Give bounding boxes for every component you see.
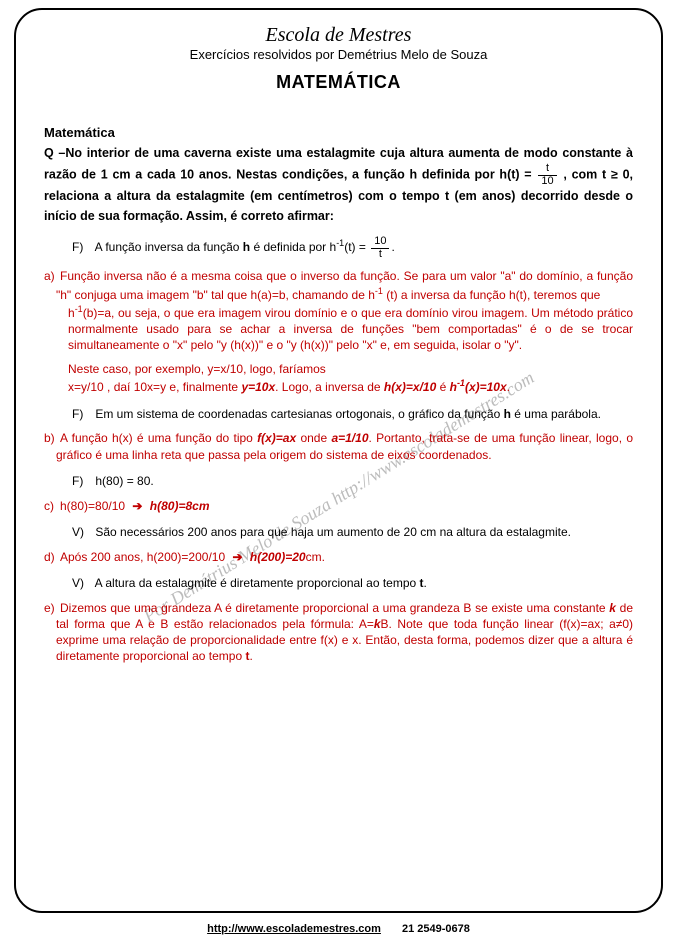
answer-text: A função h(x) é uma função do tipo — [60, 431, 257, 445]
answer-c: c)h(80)=80/10 ➔ h(80)=8cm — [44, 498, 633, 514]
answer-text: . Logo, a inversa de — [275, 380, 384, 394]
option-label: V) — [72, 575, 92, 592]
option-f-inverse: F) A função inversa da função h é defini… — [72, 236, 633, 260]
opt-text: Em um sistema de coordenadas cartesianas… — [95, 407, 503, 421]
answer-block: Neste caso, por exemplo, y=x/10, logo, f… — [68, 361, 633, 377]
opt-bold: h — [504, 407, 511, 421]
page-title: MATEMÁTICA — [44, 72, 633, 93]
option-f-parabola: F) Em um sistema de coordenadas cartesia… — [72, 406, 633, 423]
opt-text: é definida por h — [250, 240, 336, 254]
option-label: F) — [72, 473, 92, 490]
answer-text: Neste caso, por exemplo, y=x/10, logo, f… — [68, 362, 326, 376]
answer-emph: y=10x — [241, 380, 275, 394]
answer-text: (t) a inversa da função h(t), teremos qu… — [383, 288, 600, 302]
answer-emph: a=1/10 — [331, 431, 368, 445]
frac-num: 10 — [371, 236, 389, 249]
answer-text: é — [436, 380, 449, 394]
header-subtitle: Exercícios resolvidos por Demétrius Melo… — [44, 47, 633, 62]
answer-text: . — [507, 380, 510, 394]
frac-den: t — [371, 249, 389, 261]
option-label: V) — [72, 524, 92, 541]
answer-b: b)A função h(x) é uma função do tipo f(x… — [44, 430, 633, 462]
answer-text: cm. — [306, 550, 325, 564]
opt-text: é uma parábola. — [511, 407, 601, 421]
opt-frac: 10t — [371, 236, 389, 260]
answer-text: (b)=a, ou seja, o que era imagem virou d… — [68, 306, 633, 352]
answer-label: c) — [44, 498, 60, 514]
answer-emph: h(x)=x/10 — [384, 380, 436, 394]
opt-text: (t) = — [344, 240, 369, 254]
opt-text: São necessários 200 anos para que haja u… — [95, 525, 571, 539]
answer-label: e) — [44, 600, 60, 616]
stem-fraction: t10 — [538, 163, 556, 187]
answer-emph-part: h — [450, 380, 457, 394]
option-v-200anos: V) São necessários 200 anos para que haj… — [72, 524, 633, 541]
answer-emph: k — [374, 617, 381, 631]
answer-text: Após 200 anos, h(200)=200/10 — [60, 550, 228, 564]
page-footer: http://www.escolademestres.com 21 2549-0… — [0, 923, 677, 935]
answer-label: b) — [44, 430, 60, 446]
opt-text: . — [424, 576, 427, 590]
answer-sup: -1 — [375, 286, 383, 296]
footer-url: http://www.escolademestres.com — [207, 923, 381, 935]
answer-text: Dizemos que uma grandeza A é diretamente… — [60, 601, 609, 615]
answer-a: a)Função inversa não é a mesma coisa que… — [44, 268, 633, 395]
answer-label: d) — [44, 549, 60, 565]
answer-emph: f(x)=ax — [257, 431, 296, 445]
answer-emph: h-1(x)=10x — [450, 380, 507, 394]
q-prefix: Q – — [44, 146, 65, 160]
opt-text: A função inversa da função — [95, 240, 243, 254]
answer-text: . — [249, 649, 252, 663]
answer-block: h-1(b)=a, ou seja, o que era imagem viro… — [68, 303, 633, 354]
school-name: Escola de Mestres — [44, 24, 633, 47]
answer-e: e)Dizemos que uma grandeza A é diretamen… — [44, 600, 633, 665]
question-stem: Q –No interior de uma caverna existe uma… — [44, 144, 633, 226]
answer-emph-part: (x)=10x — [465, 380, 507, 394]
opt-sup: -1 — [336, 238, 344, 248]
answer-emph: h(80)=8cm — [146, 499, 209, 513]
opt-text: h(80) = 80. — [95, 474, 153, 488]
opt-text: A altura da estalagmite é diretamente pr… — [95, 576, 420, 590]
option-label: F) — [72, 239, 92, 256]
answer-text: onde — [296, 431, 331, 445]
answer-d: d)Após 200 anos, h(200)=200/10 ➔ h(200)=… — [44, 549, 633, 565]
option-v-proporcional: V) A altura da estalagmite é diretamente… — [72, 575, 633, 592]
subject-heading: Matemática — [44, 125, 633, 140]
frac-den: 10 — [538, 176, 556, 188]
opt-text: . — [391, 240, 394, 254]
answer-emph: k — [609, 601, 616, 615]
answer-text: h(80)=80/10 — [60, 499, 128, 513]
arrow-icon: ➔ — [132, 499, 142, 513]
answer-sup: -1 — [75, 304, 83, 314]
answer-text: x=y/10 , daí 10x=y e, finalmente — [68, 380, 241, 394]
arrow-icon: ➔ — [232, 550, 242, 564]
content: Escola de Mestres Exercícios resolvidos … — [44, 24, 633, 664]
answer-text: h — [68, 306, 75, 320]
answer-sup: -1 — [457, 378, 465, 388]
option-label: F) — [72, 406, 92, 423]
footer-phone: 21 2549-0678 — [402, 923, 470, 935]
option-f-h80: F) h(80) = 80. — [72, 473, 633, 490]
page-frame: Por Demétrius Melo de Souza http://www.e… — [14, 8, 663, 913]
answer-label: a) — [44, 268, 60, 284]
answer-emph: h(200)=20 — [247, 550, 306, 564]
answer-block: x=y/10 , daí 10x=y e, finalmente y=10x. … — [68, 377, 633, 395]
